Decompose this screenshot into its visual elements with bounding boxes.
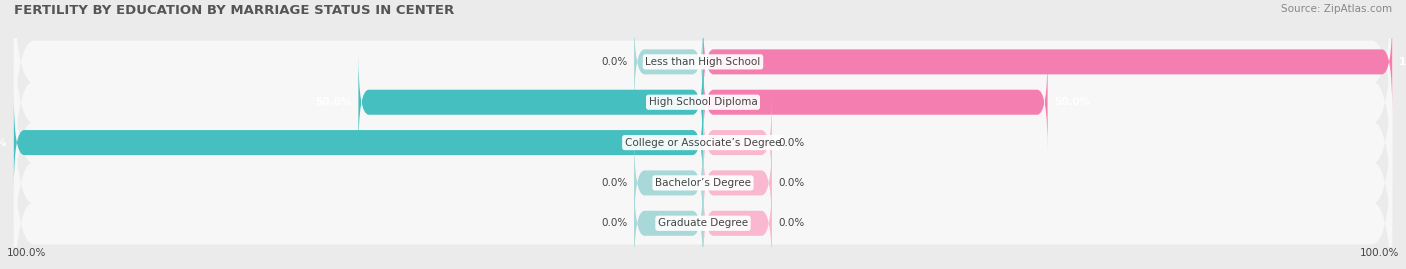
FancyBboxPatch shape (634, 175, 703, 269)
Text: 100.0%: 100.0% (1360, 248, 1399, 258)
FancyBboxPatch shape (14, 83, 1392, 269)
FancyBboxPatch shape (703, 94, 772, 190)
FancyBboxPatch shape (14, 94, 703, 190)
Text: Graduate Degree: Graduate Degree (658, 218, 748, 228)
Text: 0.0%: 0.0% (600, 57, 627, 67)
FancyBboxPatch shape (14, 2, 1392, 202)
Text: College or Associate’s Degree: College or Associate’s Degree (624, 137, 782, 148)
FancyBboxPatch shape (634, 14, 703, 110)
Text: Source: ZipAtlas.com: Source: ZipAtlas.com (1281, 4, 1392, 14)
Text: 0.0%: 0.0% (779, 137, 806, 148)
Text: 100.0%: 100.0% (1399, 57, 1406, 67)
Text: 50.0%: 50.0% (1054, 97, 1091, 107)
Text: High School Diploma: High School Diploma (648, 97, 758, 107)
FancyBboxPatch shape (703, 54, 1047, 150)
FancyBboxPatch shape (703, 14, 1392, 110)
FancyBboxPatch shape (14, 0, 1392, 162)
FancyBboxPatch shape (14, 43, 1392, 242)
FancyBboxPatch shape (703, 135, 772, 231)
Text: 0.0%: 0.0% (779, 218, 806, 228)
Text: Bachelor’s Degree: Bachelor’s Degree (655, 178, 751, 188)
FancyBboxPatch shape (359, 54, 703, 150)
Text: FERTILITY BY EDUCATION BY MARRIAGE STATUS IN CENTER: FERTILITY BY EDUCATION BY MARRIAGE STATU… (14, 4, 454, 17)
FancyBboxPatch shape (634, 135, 703, 231)
Text: Less than High School: Less than High School (645, 57, 761, 67)
Text: 100.0%: 100.0% (7, 248, 46, 258)
FancyBboxPatch shape (703, 175, 772, 269)
Text: 0.0%: 0.0% (600, 178, 627, 188)
Text: 0.0%: 0.0% (600, 218, 627, 228)
Text: 100.0%: 100.0% (0, 137, 7, 148)
Text: 50.0%: 50.0% (315, 97, 352, 107)
FancyBboxPatch shape (14, 123, 1392, 269)
Text: 0.0%: 0.0% (779, 178, 806, 188)
